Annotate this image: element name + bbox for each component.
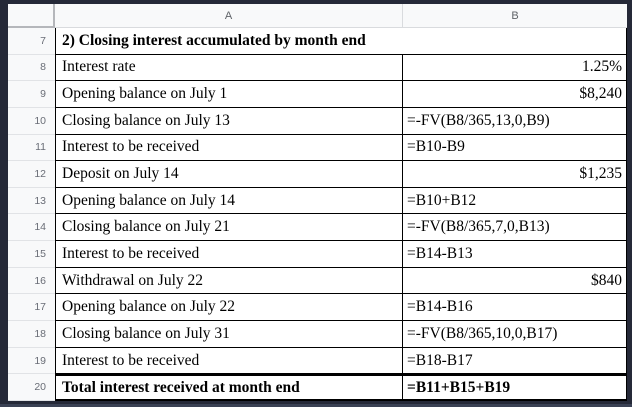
frame-bottom-edge	[0, 404, 632, 407]
cell-A12[interactable]: Deposit on July 14	[55, 161, 402, 188]
sheet-row-18: 18 Closing balance on July 31 =-FV(B8/36…	[8, 321, 627, 348]
cell-B9[interactable]: $8,240	[402, 81, 627, 108]
sheet-row-9: 9 Opening balance on July 1 $8,240	[8, 81, 627, 108]
cell-A10[interactable]: Closing balance on July 13	[55, 107, 402, 135]
sheet-row-15: 15 Interest to be received =B14-B13	[8, 241, 627, 268]
row-header-7[interactable]: 7	[8, 28, 55, 55]
sheet-row-10: 10 Closing balance on July 13 =-FV(B8/36…	[8, 107, 627, 135]
sheet-row-16: 16 Withdrawal on July 22 $840	[8, 267, 627, 295]
sheet-row-7: 7 2) Closing interest accumulated by mon…	[8, 28, 627, 55]
cell-A15[interactable]: Interest to be received	[55, 241, 402, 268]
row-header-17[interactable]: 17	[8, 294, 55, 322]
cell-B20[interactable]: =B11+B15+B19	[402, 374, 627, 401]
cell-A14[interactable]: Closing balance on July 21	[55, 214, 402, 242]
sheet-row-8: 8 Interest rate 1.25%	[8, 54, 627, 82]
sheet-row-11: 11 Interest to be received =B10-B9	[8, 134, 627, 162]
cell-B8[interactable]: 1.25%	[402, 54, 627, 82]
cell-A13[interactable]: Opening balance on July 14	[55, 187, 402, 215]
row-header-12[interactable]: 12	[8, 161, 55, 188]
cell-A20[interactable]: Total interest received at month end	[55, 374, 402, 401]
row-header-13[interactable]: 13	[8, 187, 55, 215]
cell-B19[interactable]: =B18-B17	[402, 347, 627, 375]
sheet-row-12: 12 Deposit on July 14 $1,235	[8, 161, 627, 188]
cell-B15[interactable]: =B14-B13	[402, 241, 627, 268]
sheet-body: 7 2) Closing interest accumulated by mon…	[8, 28, 627, 401]
sheet-row-20: 20 Total interest received at month end …	[8, 374, 627, 401]
row-header-15[interactable]: 15	[8, 241, 55, 268]
cell-A16[interactable]: Withdrawal on July 22	[55, 267, 402, 295]
cell-B18[interactable]: =-FV(B8/365,10,0,B17)	[402, 321, 627, 348]
row-header-19[interactable]: 19	[8, 347, 55, 375]
cell-A7[interactable]: 2) Closing interest accumulated by month…	[55, 28, 627, 55]
sheet-row-17: 17 Opening balance on July 22 =B14-B16	[8, 294, 627, 322]
cell-B17[interactable]: =B14-B16	[402, 294, 627, 322]
row-header-20[interactable]: 20	[8, 374, 55, 401]
cell-B16[interactable]: $840	[402, 267, 627, 295]
cell-A17[interactable]: Opening balance on July 22	[55, 294, 402, 322]
column-header-row: A B	[8, 4, 627, 28]
row-header-8[interactable]: 8	[8, 54, 55, 82]
sheet-row-14: 14 Closing balance on July 21 =-FV(B8/36…	[8, 214, 627, 242]
cell-A8[interactable]: Interest rate	[55, 54, 402, 82]
cell-B10[interactable]: =-FV(B8/365,13,0,B9)	[402, 107, 627, 135]
cell-B11[interactable]: =B10-B9	[402, 134, 627, 162]
row-header-16[interactable]: 16	[8, 267, 55, 295]
select-all-corner[interactable]	[8, 4, 55, 28]
column-header-a[interactable]: A	[55, 4, 402, 28]
row-header-11[interactable]: 11	[8, 134, 55, 162]
column-header-b[interactable]: B	[402, 4, 627, 28]
row-header-14[interactable]: 14	[8, 214, 55, 242]
cell-A9[interactable]: Opening balance on July 1	[55, 81, 402, 108]
sheet-row-13: 13 Opening balance on July 14 =B10+B12	[8, 187, 627, 215]
cell-B13[interactable]: =B10+B12	[402, 187, 627, 215]
row-header-18[interactable]: 18	[8, 321, 55, 348]
cell-B12[interactable]: $1,235	[402, 161, 627, 188]
cell-A18[interactable]: Closing balance on July 31	[55, 321, 402, 348]
sheet-row-19: 19 Interest to be received =B18-B17	[8, 347, 627, 375]
row-header-9[interactable]: 9	[8, 81, 55, 108]
cell-B14[interactable]: =-FV(B8/365,7,0,B13)	[402, 214, 627, 242]
sheet-grid: A B 7 2) Closing interest accumulated by…	[8, 4, 627, 401]
cell-A11[interactable]: Interest to be received	[55, 134, 402, 162]
cell-A19[interactable]: Interest to be received	[55, 347, 402, 375]
row-header-10[interactable]: 10	[8, 107, 55, 135]
